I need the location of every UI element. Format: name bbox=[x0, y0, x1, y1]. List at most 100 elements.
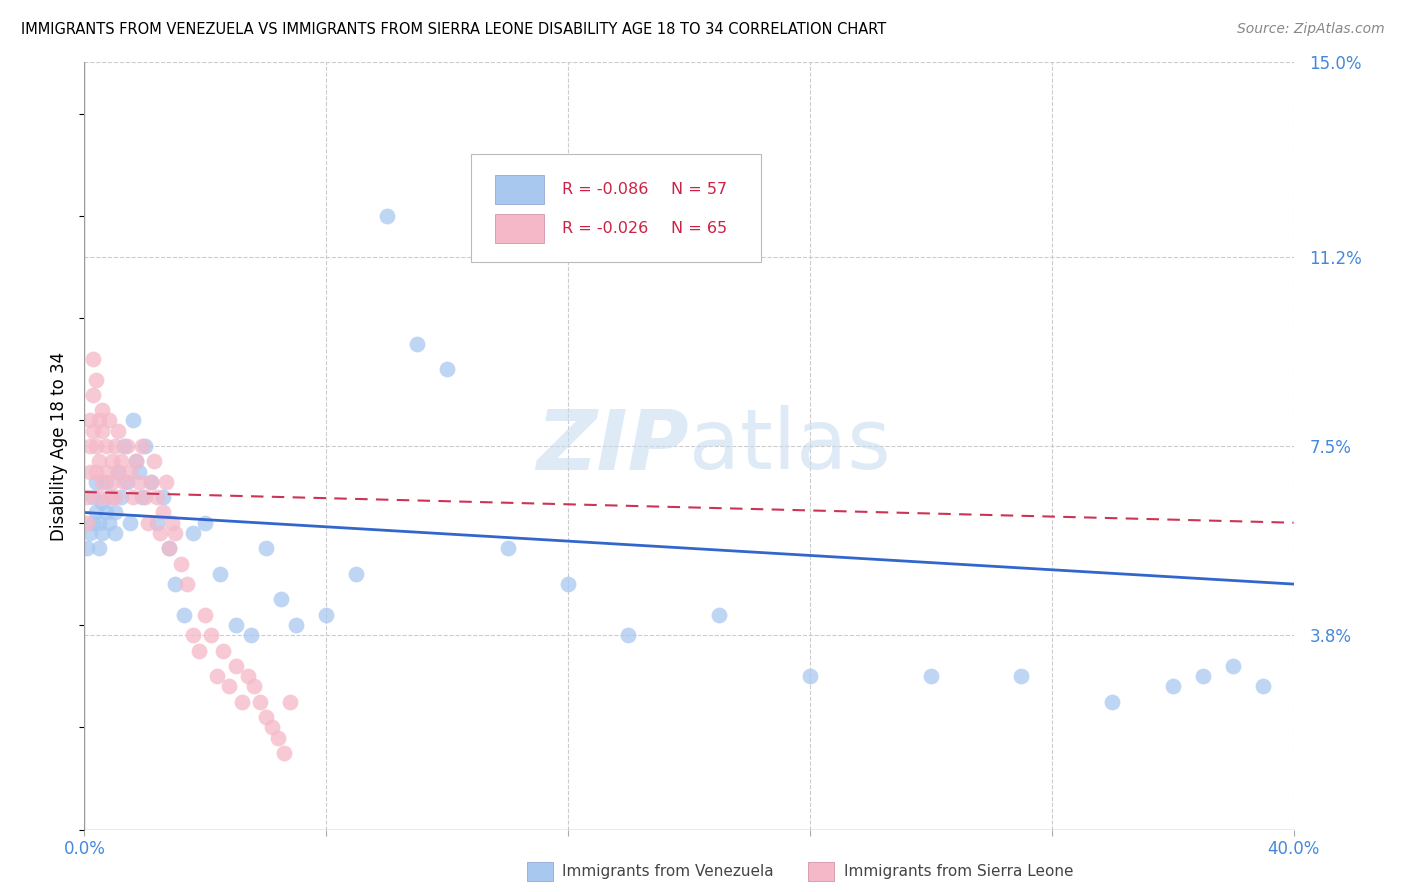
Point bbox=[242, 679, 264, 693]
Point bbox=[82, 352, 104, 367]
Point bbox=[91, 525, 114, 540]
Point bbox=[104, 490, 127, 504]
Point bbox=[91, 424, 114, 438]
Point bbox=[131, 439, 153, 453]
Point bbox=[104, 506, 127, 520]
Point bbox=[207, 669, 229, 683]
Point bbox=[315, 607, 337, 622]
Point bbox=[1253, 679, 1275, 693]
Point bbox=[79, 525, 101, 540]
Point bbox=[239, 628, 262, 642]
Point bbox=[94, 439, 117, 453]
Point bbox=[76, 516, 98, 530]
Point bbox=[157, 541, 180, 556]
Point bbox=[218, 679, 240, 693]
Bar bbox=[495, 175, 544, 204]
Point bbox=[110, 454, 132, 468]
FancyBboxPatch shape bbox=[471, 154, 762, 262]
Point bbox=[121, 490, 143, 504]
Point bbox=[76, 490, 98, 504]
Point bbox=[79, 439, 101, 453]
Point bbox=[173, 607, 195, 622]
Point bbox=[212, 643, 235, 657]
Point bbox=[152, 506, 174, 520]
Point bbox=[97, 516, 120, 530]
Point bbox=[110, 490, 132, 504]
Point bbox=[89, 490, 111, 504]
Point bbox=[1101, 695, 1123, 709]
Point bbox=[134, 490, 156, 504]
Point bbox=[157, 541, 180, 556]
Text: atlas: atlas bbox=[689, 406, 890, 486]
Text: Immigrants from Venezuela: Immigrants from Venezuela bbox=[562, 864, 775, 879]
Point bbox=[86, 372, 108, 386]
Point bbox=[194, 607, 217, 622]
Point bbox=[100, 454, 122, 468]
Point bbox=[146, 490, 169, 504]
Point bbox=[1011, 669, 1033, 683]
Point bbox=[142, 454, 165, 468]
Point bbox=[165, 577, 187, 591]
Point bbox=[188, 643, 211, 657]
Text: R = -0.026: R = -0.026 bbox=[562, 220, 648, 235]
Point bbox=[94, 506, 117, 520]
Point bbox=[181, 628, 204, 642]
Point bbox=[165, 525, 187, 540]
Point bbox=[231, 695, 253, 709]
Point bbox=[1222, 659, 1244, 673]
Point bbox=[82, 388, 104, 402]
Point bbox=[236, 669, 259, 683]
Point bbox=[107, 424, 129, 438]
Point bbox=[125, 454, 148, 468]
Point bbox=[136, 516, 159, 530]
Point bbox=[131, 490, 153, 504]
Point bbox=[89, 454, 111, 468]
Point bbox=[194, 516, 217, 530]
Point bbox=[406, 336, 429, 351]
Text: IMMIGRANTS FROM VENEZUELA VS IMMIGRANTS FROM SIERRA LEONE DISABILITY AGE 18 TO 3: IMMIGRANTS FROM VENEZUELA VS IMMIGRANTS … bbox=[21, 22, 886, 37]
Point bbox=[91, 495, 114, 509]
Point bbox=[920, 669, 942, 683]
Point bbox=[91, 403, 114, 417]
Point bbox=[375, 209, 398, 223]
Point bbox=[107, 465, 129, 479]
Text: Immigrants from Sierra Leone: Immigrants from Sierra Leone bbox=[844, 864, 1073, 879]
Text: N = 57: N = 57 bbox=[671, 182, 727, 197]
Point bbox=[79, 465, 101, 479]
Point bbox=[100, 475, 122, 489]
Point bbox=[79, 413, 101, 427]
Point bbox=[149, 525, 172, 540]
Point bbox=[134, 439, 156, 453]
Point bbox=[104, 439, 127, 453]
Point bbox=[152, 490, 174, 504]
Point bbox=[97, 413, 120, 427]
Point bbox=[1161, 679, 1184, 693]
Point bbox=[709, 607, 731, 622]
Point bbox=[86, 506, 108, 520]
Point bbox=[94, 465, 117, 479]
Point bbox=[267, 731, 290, 745]
Point bbox=[112, 439, 135, 453]
Point bbox=[89, 413, 111, 427]
Point bbox=[799, 669, 821, 683]
Point bbox=[436, 362, 458, 376]
Point bbox=[225, 618, 247, 632]
Text: N = 65: N = 65 bbox=[671, 220, 727, 235]
Point bbox=[82, 490, 104, 504]
Point bbox=[115, 475, 138, 489]
Point bbox=[155, 475, 177, 489]
Point bbox=[118, 516, 141, 530]
Y-axis label: Disability Age 18 to 34: Disability Age 18 to 34 bbox=[51, 351, 69, 541]
Point bbox=[107, 465, 129, 479]
Point bbox=[76, 541, 98, 556]
Text: ZIP: ZIP bbox=[536, 406, 689, 486]
Point bbox=[139, 475, 162, 489]
Point bbox=[260, 720, 283, 734]
Point bbox=[249, 695, 271, 709]
Point bbox=[139, 475, 162, 489]
Point bbox=[89, 541, 111, 556]
Point bbox=[181, 525, 204, 540]
Text: Source: ZipAtlas.com: Source: ZipAtlas.com bbox=[1237, 22, 1385, 37]
Point bbox=[86, 465, 108, 479]
Point bbox=[125, 454, 148, 468]
